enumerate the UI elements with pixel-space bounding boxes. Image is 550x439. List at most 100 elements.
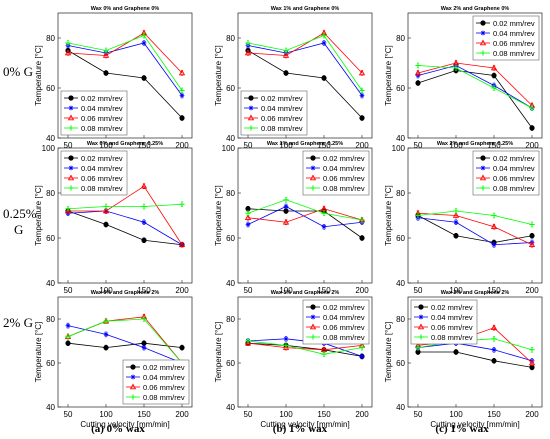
data-point (141, 237, 147, 243)
x-tick-label: 200 (355, 410, 369, 419)
chart-title: Wax 1% and Graphene 0% (271, 6, 340, 12)
data-point (283, 336, 289, 342)
legend-marker (479, 39, 487, 46)
legend-label: 0.06 mm/rev (431, 323, 473, 332)
x-tick-label: 200 (175, 410, 189, 419)
y-axis-label: Temperature [°C] (214, 185, 223, 246)
legend-label: 0.06 mm/rev (323, 323, 365, 332)
series-line-2 (247, 208, 363, 223)
legend-label: 0.02 mm/rev (143, 363, 185, 372)
legend-label: 0.02 mm/rev (261, 94, 303, 103)
legend-label: 0.02 mm/rev (493, 154, 535, 163)
data-point (245, 210, 251, 216)
data-point (321, 351, 327, 357)
data-point (282, 344, 290, 350)
chart-title: Wax 0% and Graphene 2% (91, 290, 160, 296)
legend-marker (68, 165, 74, 171)
data-point (452, 211, 460, 218)
data-point (529, 347, 535, 353)
legend-marker (68, 125, 74, 131)
y-tick-label: 60 (226, 234, 235, 243)
data-point (528, 241, 536, 248)
data-point (415, 62, 421, 69)
y-axis-label: Temperature [°C] (214, 322, 223, 383)
data-point (415, 349, 421, 355)
data-point (283, 208, 289, 214)
x-tick-label: 150 (137, 286, 151, 295)
y-tick-label: 80 (226, 189, 235, 198)
data-point (103, 345, 109, 351)
series-line-1 (417, 342, 533, 362)
y-axis-label: Temperature [°C] (384, 322, 393, 383)
col-label-1: (b) 1% wax (273, 423, 328, 435)
data-point (245, 40, 251, 46)
y-tick-label: 60 (396, 84, 405, 93)
legend-label: 0.04 mm/rev (81, 164, 123, 173)
data-point (102, 51, 110, 58)
x-tick-label: 200 (355, 286, 369, 295)
legend-marker (418, 334, 424, 340)
y-tick-label: 40 (226, 279, 235, 288)
col-label-2: (c) 1% wax (435, 423, 489, 435)
legend-marker (417, 323, 425, 330)
x-axis-label: Cutting velocity [mm/min] (430, 420, 519, 429)
series-line-1 (247, 206, 363, 228)
legend-marker (310, 304, 316, 310)
x-tick-label: 50 (414, 410, 423, 419)
legend-label: 0.08 mm/rev (323, 184, 365, 193)
y-tick-label: 40 (396, 279, 405, 288)
legend-label: 0.02 mm/rev (431, 303, 473, 312)
x-tick-label: 50 (244, 141, 253, 150)
legend-label: 0.06 mm/rev (143, 383, 185, 392)
y-axis-label: Temperature [°C] (214, 45, 223, 106)
legend-label: 0.04 mm/rev (323, 313, 365, 322)
series-line-1 (417, 217, 533, 246)
data-point (64, 49, 72, 56)
y-tick-label: 60 (226, 84, 235, 93)
data-point (529, 364, 535, 370)
data-point (245, 222, 251, 227)
x-axis-label: Cutting velocity [mm/min] (260, 420, 349, 429)
y-tick-label: 100 (392, 144, 406, 153)
data-point (141, 32, 147, 39)
legend-label: 0.06 mm/rev (323, 174, 365, 183)
legend-marker (310, 314, 316, 320)
y-tick-label: 60 (226, 359, 235, 368)
data-point (321, 210, 327, 216)
data-point (141, 340, 147, 346)
data-point (491, 85, 497, 91)
x-tick-label: 50 (244, 286, 253, 295)
data-point (64, 207, 72, 214)
y-tick-label: 40 (226, 403, 235, 412)
legend-marker (248, 125, 254, 131)
y-tick-label: 80 (396, 34, 405, 43)
data-point (103, 70, 109, 76)
legend-marker (480, 20, 486, 26)
x-tick-label: 150 (137, 141, 151, 150)
chart-panel-7: Wax 1% and Graphene 2% 40 60 80 50 100 150 200 C… (214, 290, 373, 429)
legend-marker (248, 95, 254, 101)
y-tick-label: 60 (396, 359, 405, 368)
x-tick-label: 50 (64, 141, 73, 150)
x-tick-label: 100 (449, 286, 463, 295)
y-tick-label: 80 (46, 34, 55, 43)
data-point (141, 219, 147, 225)
legend-label: 0.02 mm/rev (81, 154, 123, 163)
data-point (359, 87, 365, 94)
data-point (490, 64, 498, 71)
x-tick-label: 50 (64, 286, 73, 295)
legend-label: 0.06 mm/rev (493, 39, 535, 48)
data-point (244, 339, 252, 346)
data-point (178, 69, 186, 76)
x-tick-label: 50 (64, 410, 73, 419)
data-point (359, 115, 365, 121)
data-point (282, 51, 290, 58)
legend-label: 0.08 mm/rev (493, 184, 535, 193)
legend-marker (68, 105, 74, 111)
data-point (490, 324, 498, 331)
data-point (321, 32, 327, 39)
x-tick-label: 200 (355, 141, 369, 150)
data-point (65, 40, 71, 46)
